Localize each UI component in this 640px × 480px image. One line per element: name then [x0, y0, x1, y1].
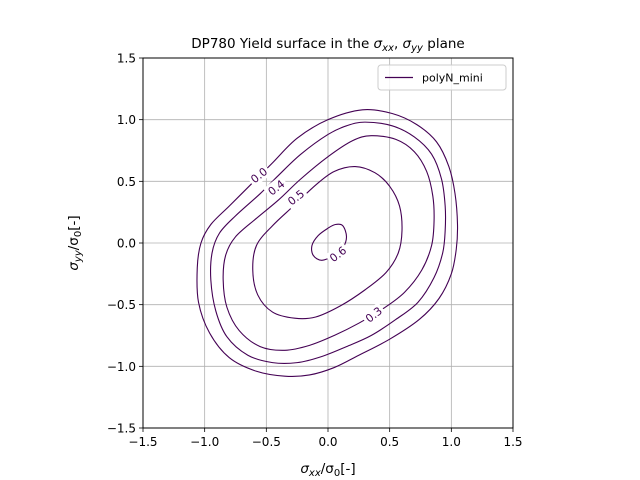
x-tick-label: −0.5: [252, 435, 281, 449]
y-tick-label: −1.5: [107, 422, 136, 436]
contour-label-bg: [263, 175, 290, 200]
y-tick-label: 1.5: [117, 52, 136, 66]
x-tick-label: 1.0: [442, 435, 461, 449]
chart-title: DP780 Yield surface in the σxx, σyy plan…: [191, 36, 464, 54]
legend: polyN_mini: [377, 64, 507, 91]
x-tick-label: −1.0: [190, 435, 219, 449]
legend-label: polyN_mini: [422, 72, 483, 85]
contour-label-bg: [324, 241, 351, 267]
x-axis-label: σxx/σ0[-]: [300, 461, 355, 479]
contour-label-bg: [245, 162, 272, 188]
y-axis-label: σyy/σ0[-]: [66, 215, 84, 270]
x-tick-label: 0.5: [380, 435, 399, 449]
x-tick-label: 0.0: [318, 435, 337, 449]
contour-0-0: [196, 109, 459, 378]
contour-labels: 0.00.40.50.30.6: [245, 162, 387, 327]
legend-box: [377, 64, 507, 91]
contour-label-bg: [360, 302, 387, 327]
y-tick-label: −0.5: [107, 298, 136, 312]
axis-ticks: −1.5 −1.0 −0.5 0.0 0.5 1.0 1.5−1.5−1.0−0.50.00…: [107, 52, 523, 450]
y-tick-label: −1.0: [107, 360, 136, 374]
y-tick-label: 0.0: [117, 237, 136, 251]
contour-0-5: [222, 135, 435, 351]
contour-label-bg: [282, 185, 309, 210]
x-tick-label: 1.5: [503, 435, 522, 449]
x-tick-label: −1.5: [128, 435, 157, 449]
y-tick-label: 1.0: [117, 113, 136, 127]
y-tick-label: 0.5: [117, 175, 136, 189]
